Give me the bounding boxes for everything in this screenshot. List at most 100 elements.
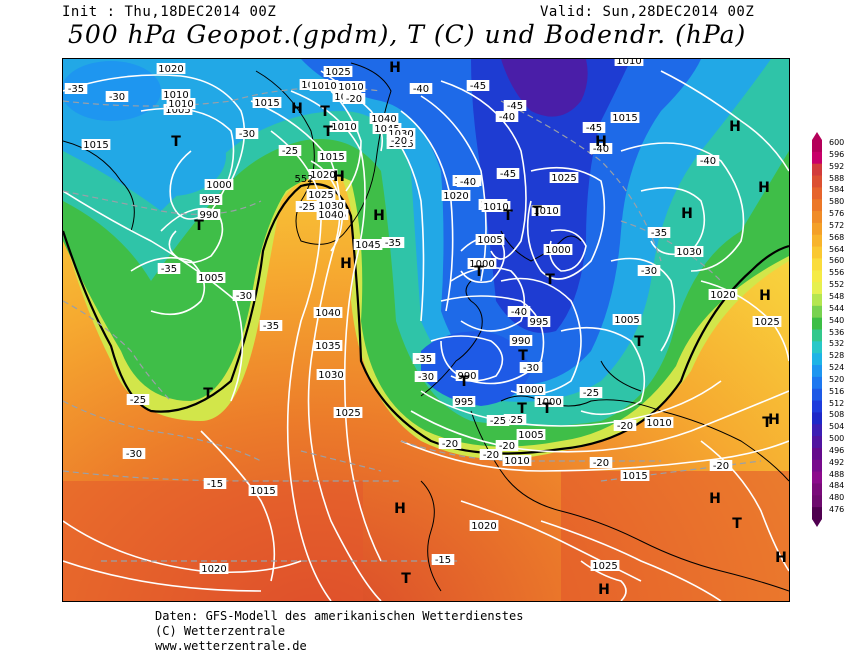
scale-swatch	[812, 471, 822, 484]
scale-swatch	[812, 507, 822, 520]
pressure-label: 995	[529, 317, 548, 328]
high-pressure-symbol: H	[373, 208, 385, 224]
pressure-label-bg	[156, 63, 186, 74]
pressure-label: 1015	[83, 140, 108, 151]
temperature-label: -15	[435, 555, 451, 566]
pressure-label: 1025	[335, 408, 360, 419]
scale-label: 600	[829, 138, 845, 147]
pressure-label: 990	[511, 336, 530, 347]
temperature-label: -30	[109, 92, 125, 103]
pressure-label: 1020	[471, 521, 496, 532]
low-pressure-symbol: T	[203, 386, 213, 402]
temperature-label: -30	[641, 266, 657, 277]
pressure-label: 1025	[592, 561, 617, 572]
scale-label: 488	[829, 469, 845, 479]
pressure-label-bg	[329, 121, 359, 132]
pressure-label: 1020	[443, 191, 468, 202]
scale-swatch	[812, 211, 822, 224]
temperature-label-bg	[496, 168, 520, 179]
scale-swatch	[812, 151, 822, 165]
pressure-label-bg	[386, 128, 416, 139]
pressure-label-bg	[336, 81, 366, 92]
scale-label: 568	[829, 232, 845, 242]
pressure-label-bg	[502, 455, 532, 466]
temperature-label: -15	[207, 479, 223, 490]
scale-label: 548	[829, 291, 845, 301]
pressure-label-bg	[204, 179, 234, 190]
temperature-label-bg	[613, 420, 637, 431]
pressure-label: 1025	[754, 317, 779, 328]
pressure-label: 1000	[206, 180, 231, 191]
pressure-label: 1010	[533, 206, 558, 217]
scale-label: 596	[829, 149, 845, 159]
high-pressure-symbol: H	[333, 169, 345, 185]
scale-label: 500	[829, 434, 845, 444]
scale-label: 592	[829, 161, 845, 171]
low-pressure-symbol: T	[503, 208, 513, 224]
high-pressure-symbol: H	[340, 256, 352, 272]
scale-label: 480	[829, 493, 845, 503]
scale-label: 476	[829, 505, 845, 515]
pressure-label-bg	[674, 246, 704, 257]
temperature-label-bg	[582, 122, 606, 133]
footer-copyright: (C) Wetterzentrale	[155, 624, 286, 638]
scale-label: 484	[829, 481, 845, 491]
pressure-label-bg	[199, 194, 223, 205]
temperature-label-bg	[519, 362, 543, 373]
scale-swatch	[812, 424, 822, 437]
pressure-label-bg	[531, 205, 561, 216]
temperature-label: -45	[470, 81, 486, 92]
temperature-label: -45	[586, 123, 602, 134]
pressure-label: 995	[454, 397, 473, 408]
scale-swatch	[812, 365, 822, 378]
temperature-label: -25	[583, 388, 599, 399]
pressure-label-bg	[333, 407, 363, 418]
pressure-label: 1025	[325, 67, 350, 78]
weather-map: 1020101010051015102510201015101010401045…	[62, 58, 790, 602]
pressure-label: 990	[199, 210, 218, 221]
low-pressure-symbol: T	[532, 204, 542, 220]
temperature-label: -30	[126, 449, 142, 460]
pressure-label-bg	[316, 369, 346, 380]
scale-label: 492	[829, 457, 845, 467]
pressure-label: 1005	[198, 273, 223, 284]
temperature-label: -40	[413, 84, 429, 95]
pressure-label-bg	[163, 104, 193, 115]
scale-label: 508	[829, 410, 845, 420]
temperature-label-bg	[414, 371, 438, 382]
pressure-label: 1010	[483, 202, 508, 213]
scale-swatch	[812, 175, 822, 188]
scale-swatch	[812, 376, 822, 390]
scale-arrow-top	[812, 132, 822, 140]
pressure-label-bg	[196, 272, 226, 283]
scale-label: 544	[829, 303, 845, 313]
pressure-label-bg	[475, 234, 505, 245]
pressure-label: 1010	[168, 99, 193, 110]
temperature-label-bg	[589, 143, 613, 154]
temperature-label-bg	[696, 155, 720, 166]
temperature-label: -20	[617, 421, 633, 432]
temperature-label: -25	[282, 146, 298, 157]
scale-swatch	[812, 282, 822, 295]
temperature-label-bg	[647, 227, 671, 238]
init-time: Init : Thu,18DEC2014 00Z	[62, 4, 277, 20]
high-pressure-symbol: H	[759, 288, 771, 304]
temperature-label-bg	[709, 460, 733, 471]
temperature-label-bg	[203, 478, 227, 489]
pressure-label-bg	[527, 316, 551, 327]
pressure-label-bg	[308, 169, 338, 180]
pressure-label: 1010	[646, 418, 671, 429]
pressure-label-bg	[612, 314, 642, 325]
low-pressure-symbol: T	[545, 272, 555, 288]
temperature-label: -30	[523, 363, 539, 374]
temperature-label: -25	[490, 416, 506, 427]
pressure-label-bg	[316, 200, 346, 211]
pressure-label: 1005	[614, 315, 639, 326]
valid-time: Valid: Sun,28DEC2014 00Z	[540, 4, 755, 20]
pressure-label: 1010	[331, 122, 356, 133]
temperature-label: -40	[700, 156, 716, 167]
temperature-label: -45	[507, 101, 523, 112]
gpdm-552-label: 552	[294, 174, 313, 185]
pressure-label: 1040	[371, 114, 396, 125]
scale-swatch	[812, 270, 822, 283]
